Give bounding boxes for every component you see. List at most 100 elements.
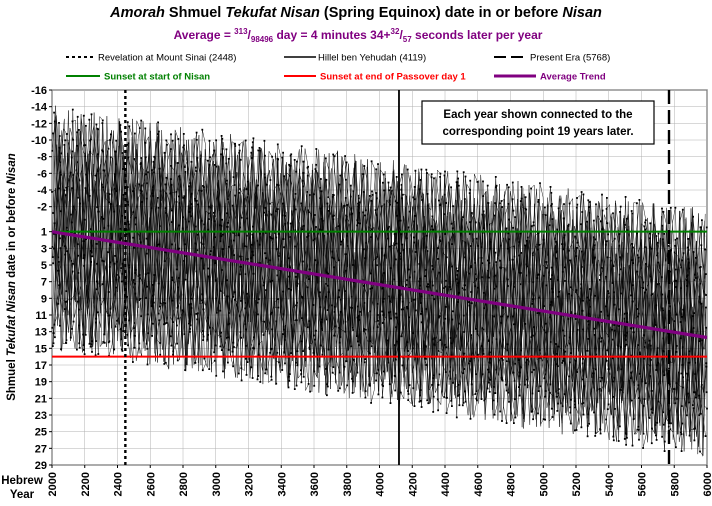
data-point bbox=[220, 225, 223, 227]
data-point bbox=[651, 412, 654, 414]
data-point bbox=[259, 381, 262, 383]
data-point bbox=[209, 206, 212, 209]
data-point bbox=[227, 361, 229, 364]
data-point bbox=[464, 400, 467, 403]
data-point bbox=[588, 422, 590, 425]
data-point bbox=[636, 254, 639, 257]
data-point bbox=[84, 238, 87, 241]
data-point bbox=[145, 342, 148, 345]
data-point bbox=[270, 237, 272, 240]
data-point bbox=[649, 246, 651, 249]
data-point bbox=[508, 400, 510, 403]
data-point bbox=[95, 340, 97, 342]
data-point bbox=[296, 282, 299, 285]
data-point bbox=[656, 354, 658, 356]
data-point bbox=[580, 426, 583, 429]
data-point bbox=[326, 385, 329, 388]
data-point bbox=[238, 143, 241, 146]
data-point bbox=[165, 322, 168, 324]
data-point bbox=[152, 284, 154, 286]
data-point bbox=[140, 119, 143, 122]
data-point bbox=[433, 374, 435, 377]
data-point bbox=[176, 324, 178, 327]
data-point bbox=[420, 313, 422, 315]
data-point bbox=[682, 386, 684, 389]
data-point bbox=[532, 418, 534, 421]
data-point bbox=[648, 417, 651, 419]
data-point bbox=[526, 265, 529, 268]
data-point bbox=[349, 184, 352, 187]
x-axis-ticks: 2000 2200 2400 2600 2800 3000 3200 3400 3600 3800… bbox=[47, 465, 712, 496]
data-point bbox=[612, 439, 615, 442]
annotation: Each year shown connected to the corresp… bbox=[421, 100, 655, 145]
data-point bbox=[120, 130, 122, 133]
data-point bbox=[233, 254, 235, 256]
data-point bbox=[65, 133, 68, 135]
data-point bbox=[270, 378, 273, 381]
data-point bbox=[264, 206, 267, 209]
x-tick-label: 5000 bbox=[538, 472, 550, 496]
x-tick-label: 5600 bbox=[637, 472, 649, 496]
data-point bbox=[215, 279, 217, 282]
y-tick-label: 11 bbox=[35, 310, 47, 322]
data-point bbox=[482, 353, 485, 355]
data-point bbox=[531, 334, 534, 337]
data-point bbox=[215, 374, 218, 377]
data-point bbox=[452, 382, 454, 384]
data-point bbox=[157, 206, 160, 209]
data-point bbox=[593, 256, 596, 259]
data-point bbox=[320, 178, 322, 180]
data-point bbox=[439, 315, 441, 317]
data-point bbox=[489, 240, 492, 243]
data-point bbox=[668, 383, 671, 386]
data-point bbox=[480, 246, 483, 249]
data-point bbox=[252, 272, 255, 275]
data-point bbox=[488, 223, 491, 226]
data-point bbox=[494, 202, 496, 204]
data-point bbox=[468, 362, 470, 365]
data-point bbox=[307, 326, 309, 329]
data-point bbox=[451, 227, 454, 230]
data-point bbox=[682, 252, 685, 254]
data-point bbox=[599, 432, 602, 435]
data-point bbox=[462, 171, 465, 174]
data-point bbox=[537, 199, 540, 201]
data-point bbox=[270, 347, 273, 350]
data-point bbox=[201, 369, 204, 372]
data-point bbox=[126, 333, 129, 336]
data-point bbox=[445, 202, 447, 204]
data-point bbox=[561, 362, 564, 364]
data-point bbox=[505, 422, 508, 424]
data-point bbox=[196, 233, 199, 236]
data-point bbox=[619, 256, 622, 259]
y-tick-label: 5 bbox=[41, 260, 47, 272]
data-point bbox=[681, 208, 684, 211]
data-point bbox=[108, 314, 111, 317]
data-point bbox=[669, 428, 672, 431]
data-point bbox=[215, 139, 217, 142]
data-point bbox=[240, 336, 242, 339]
data-point bbox=[245, 188, 248, 190]
data-point bbox=[582, 402, 585, 404]
data-point bbox=[294, 208, 297, 211]
data-point bbox=[642, 405, 645, 407]
data-point bbox=[632, 326, 635, 329]
data-point bbox=[321, 353, 324, 356]
data-point bbox=[227, 157, 230, 160]
data-point bbox=[96, 206, 99, 209]
data-point bbox=[100, 216, 103, 218]
data-point bbox=[265, 257, 268, 260]
data-point bbox=[676, 345, 678, 347]
data-point bbox=[457, 184, 460, 187]
data-point bbox=[402, 308, 404, 311]
data-point bbox=[680, 287, 682, 290]
data-point bbox=[213, 351, 215, 354]
data-point bbox=[512, 268, 515, 271]
data-point bbox=[271, 279, 274, 282]
data-point bbox=[563, 393, 566, 395]
data-point bbox=[91, 351, 93, 353]
y-tick-label: -12 bbox=[31, 118, 47, 130]
data-point bbox=[188, 185, 191, 188]
data-point bbox=[325, 318, 328, 321]
data-point bbox=[443, 174, 446, 177]
